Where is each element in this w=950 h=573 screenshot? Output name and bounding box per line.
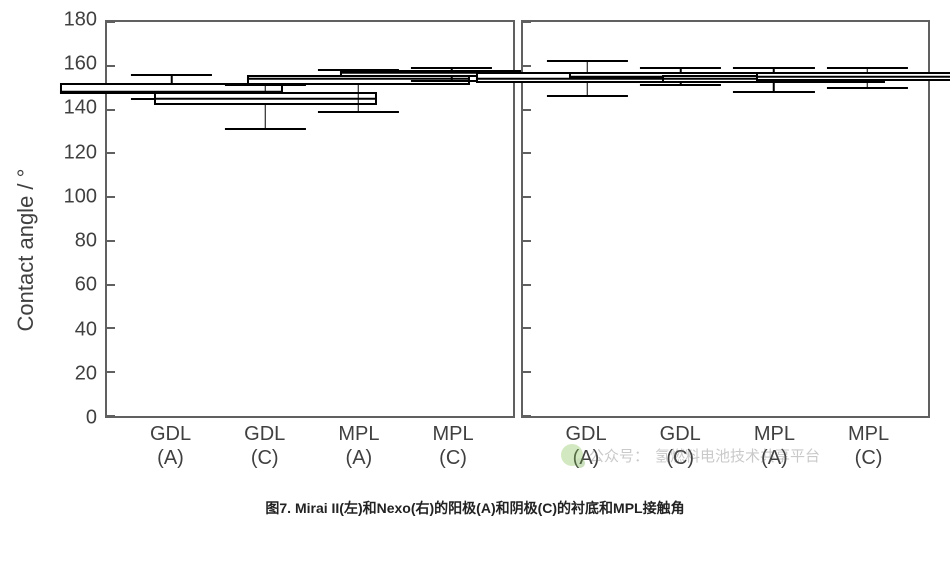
x-tick-label: MPL(A) [338,422,379,470]
x-tick-label: MPL(C) [433,422,474,470]
chart-row: Contact angle / ° 0204060801001201401601… [20,20,930,480]
x-tick-label: GDL(C) [244,422,285,470]
boxplot-whisker-cap [827,87,908,89]
chart-panel: GDL(A) GDL(C) MPL(A) MPL(C) [521,20,931,480]
plot-area [521,20,931,418]
panels-container: GDL(A) GDL(C) MPL(A) MPL(C) GDL(A) GDL(C) MPL(… [105,20,930,480]
chart-panel: GDL(A) GDL(C) MPL(A) MPL(C) [105,20,515,480]
x-tick-label: GDL(C) [660,422,701,470]
x-tick-label: GDL(A) [150,422,191,470]
x-axis-labels: GDL(A) GDL(C) MPL(A) MPL(C) [521,418,931,480]
x-tick-label: MPL(C) [848,422,889,470]
boxplot-median [756,75,950,78]
figure-caption: 图7. Mirai II(左)和Nexo(右)的阳极(A)和阴极(C)的衬底和M… [20,498,930,518]
boxplot [756,22,950,416]
x-tick-label: MPL(A) [754,422,795,470]
x-tick-label: GDL(A) [565,422,606,470]
x-axis-labels: GDL(A) GDL(C) MPL(A) MPL(C) [105,418,515,480]
boxplot-whisker-cap [827,67,908,69]
y-axis-title: Contact angle / ° [13,169,39,332]
plot-area [105,20,515,418]
figure: Contact angle / ° 0204060801001201401601… [20,20,930,518]
